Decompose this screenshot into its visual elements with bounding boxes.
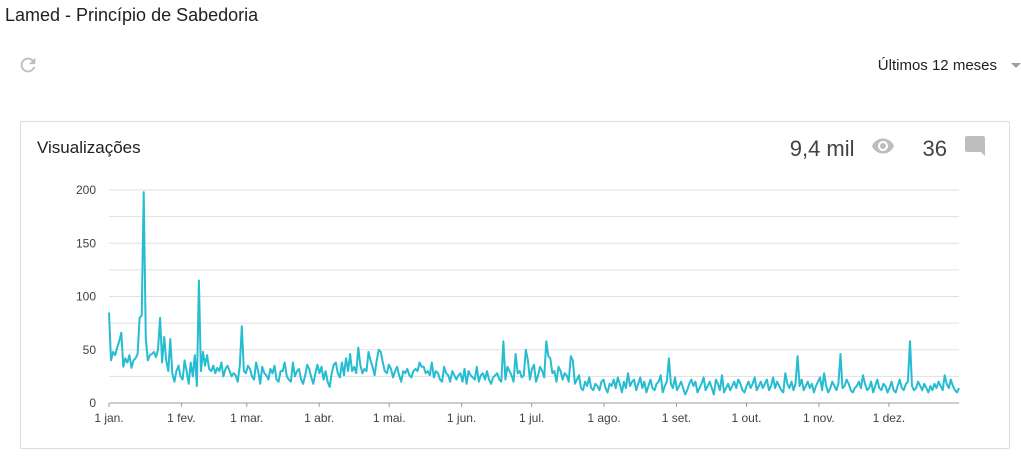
refresh-icon (20, 57, 36, 73)
x-tick-label: 1 nov. (803, 411, 835, 425)
x-tick-label: 1 fev. (167, 411, 195, 425)
x-tick-label: 1 out. (731, 411, 761, 425)
x-tick-label: 1 jun. (447, 411, 476, 425)
x-tick-label: 1 jan. (94, 411, 123, 425)
views-card: Visualizações 9,4 mil 36 (20, 121, 1010, 449)
views-series-line (108, 191, 960, 396)
x-tick-label: 1 jul. (519, 411, 544, 425)
x-tick-label: 1 ago. (587, 411, 620, 425)
period-select[interactable]: Últimos 12 meses (878, 54, 1021, 76)
y-tick-label: 150 (76, 236, 96, 250)
y-tick-label: 0 (89, 396, 96, 410)
x-tick-label: 1 set. (662, 411, 691, 425)
x-tick-label: 1 mai. (373, 411, 406, 425)
page-title: Lamed - Princípio de Sabedoria (5, 5, 259, 25)
y-tick-label: 200 (76, 183, 96, 197)
refresh-button[interactable] (17, 54, 39, 76)
comments-total: 36 (922, 135, 947, 161)
views-total: 9,4 mil (789, 135, 855, 161)
card-title: Visualizações (37, 138, 141, 157)
chevron-down-icon (1011, 62, 1021, 68)
y-tick-label: 100 (76, 290, 96, 304)
period-label: Últimos 12 meses (877, 56, 997, 74)
x-tick-label: 1 mar. (230, 411, 263, 425)
x-tick-label: 1 dez. (873, 411, 906, 425)
y-tick-label: 50 (83, 343, 97, 357)
stats-row: 9,4 mil 36 (790, 134, 987, 163)
eye-icon (871, 134, 895, 163)
comment-icon (963, 134, 987, 163)
x-tick-label: 1 abr. (304, 411, 334, 425)
